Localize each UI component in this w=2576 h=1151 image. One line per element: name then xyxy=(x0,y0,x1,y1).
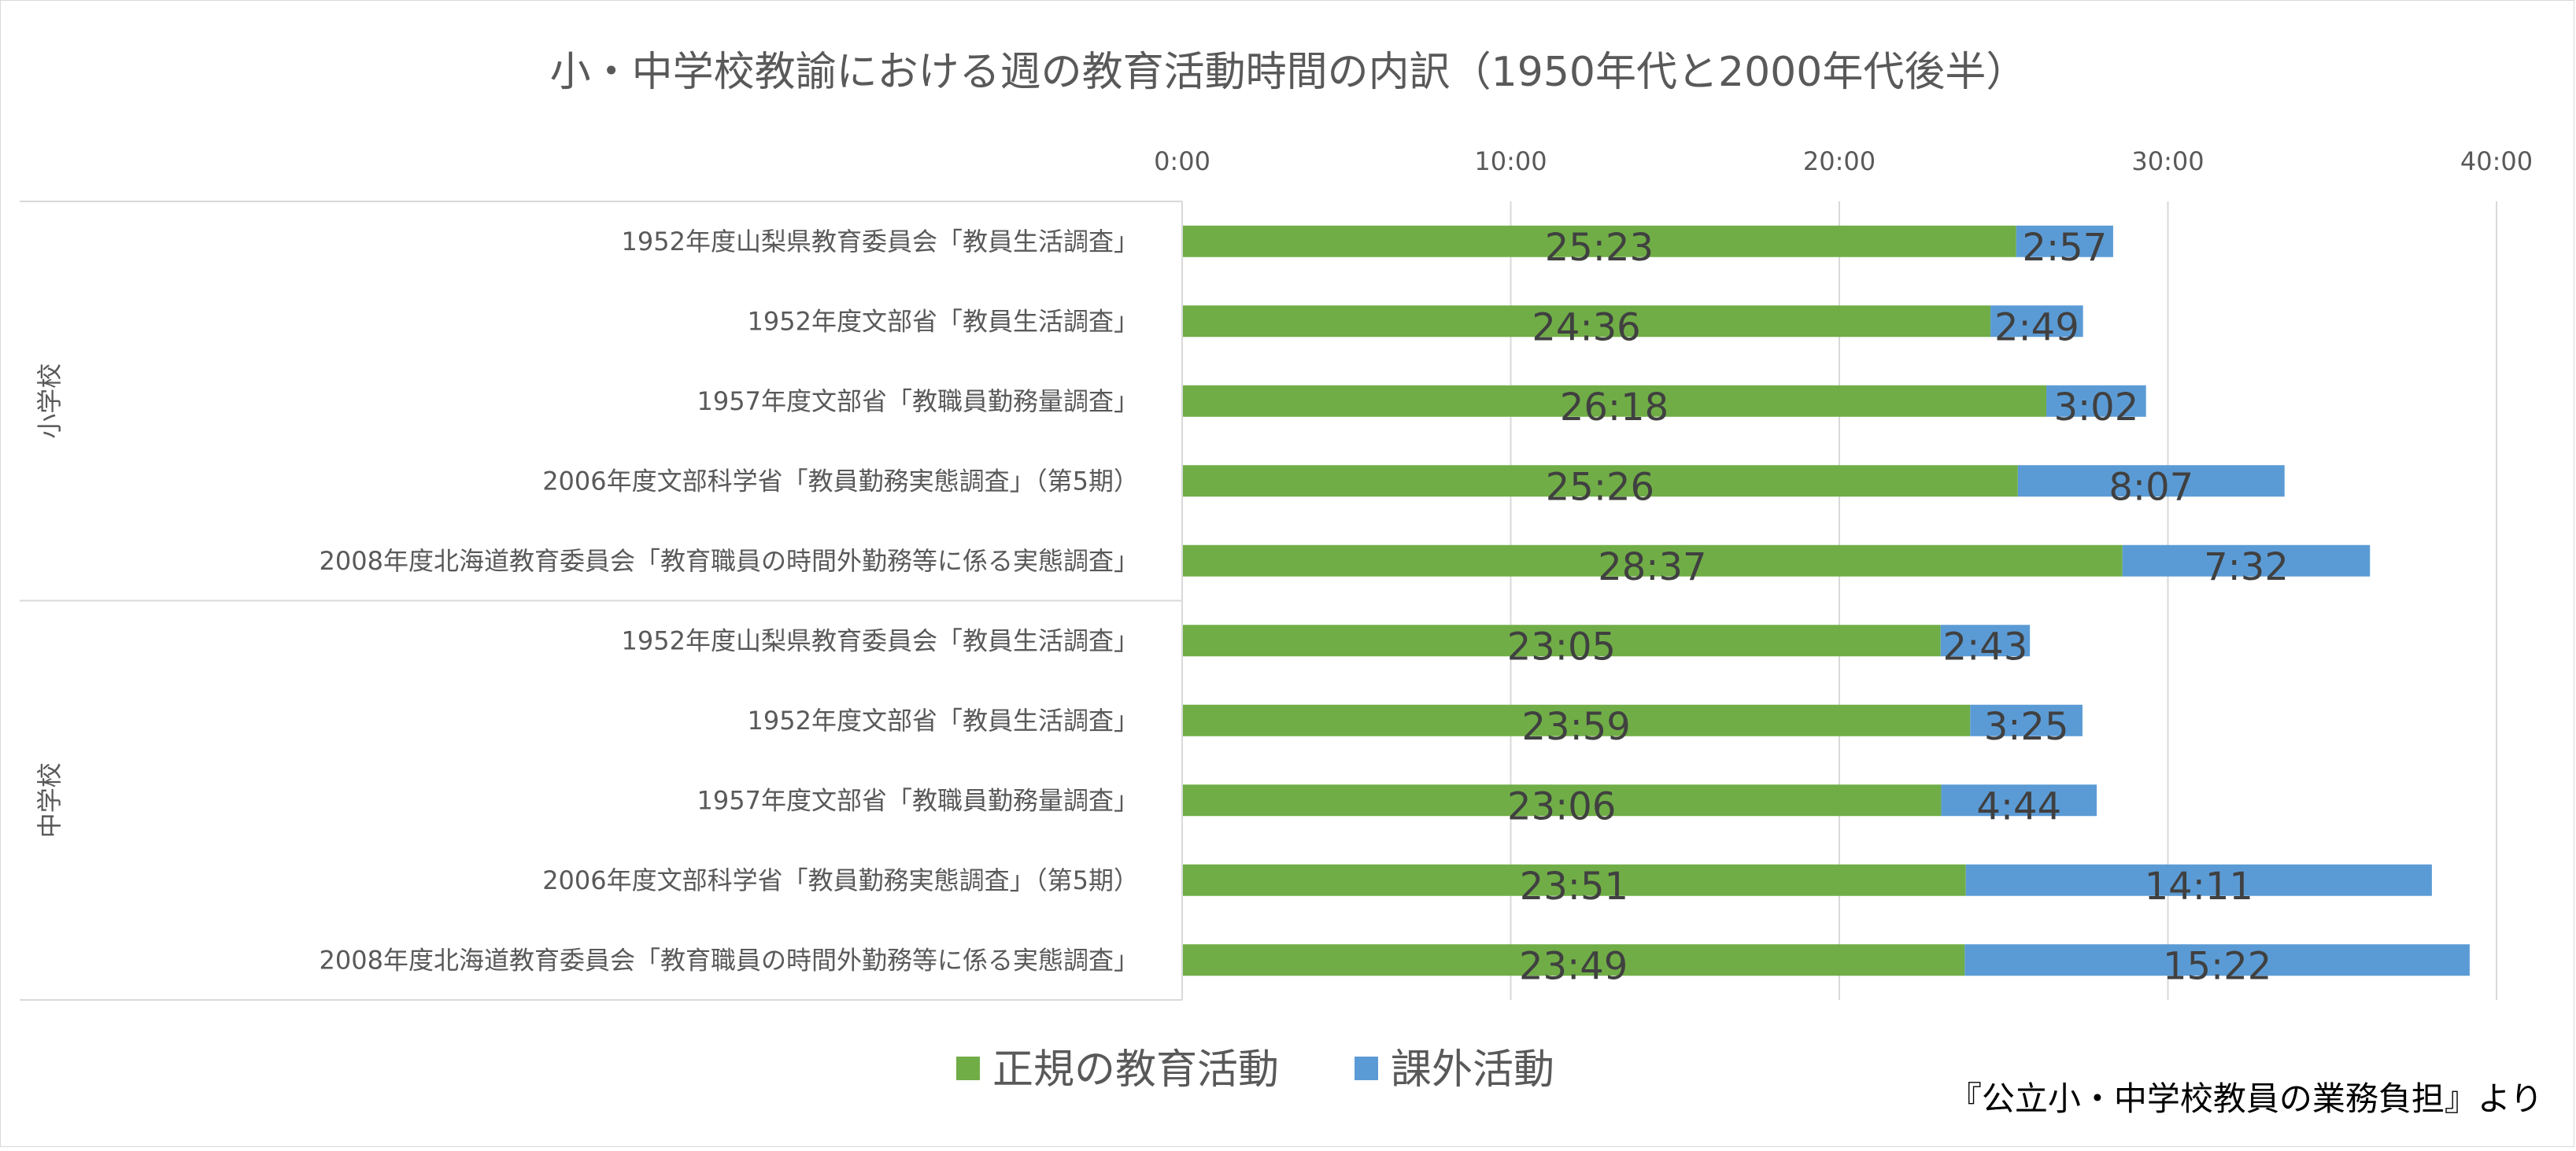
bar-extracurricular xyxy=(2046,385,2146,417)
bar-extracurricular xyxy=(1990,305,2083,338)
data-label: 23:59 xyxy=(1521,705,1630,749)
x-tick-label: 0:00 xyxy=(1154,146,1210,176)
category-label: 1957年度文部省「教職員勤務量調査」 xyxy=(697,386,1139,416)
category-label: 2008年度北海道教育委員会「教育職員の時間外勤務等に係る実態調査」 xyxy=(320,945,1139,975)
bar-extracurricular xyxy=(2122,544,2371,577)
data-label: 4:44 xyxy=(1976,784,2061,828)
group-label: 中学校 xyxy=(35,762,65,838)
data-label: 23:06 xyxy=(1507,784,1616,828)
bar-regular xyxy=(1182,944,1965,976)
bar-regular xyxy=(1182,625,1941,657)
bar-regular xyxy=(1182,225,2016,257)
bar-extracurricular xyxy=(1970,704,2083,736)
x-tick-label: 40:00 xyxy=(2460,146,2533,176)
bar-regular xyxy=(1182,465,2018,497)
category-label: 1952年度山梨県教育委員会「教員生活調査」 xyxy=(622,227,1139,256)
category-label: 1952年度文部省「教員生活調査」 xyxy=(748,706,1139,736)
data-label: 3:02 xyxy=(2053,386,2138,430)
data-label: 15:22 xyxy=(2163,944,2271,988)
legend-swatch-extracurricular xyxy=(1355,1057,1379,1080)
legend-label: 課外活動 xyxy=(1391,1046,1554,1094)
category-label: 1952年度文部省「教員生活調査」 xyxy=(748,306,1139,336)
category-label: 2006年度文部科学省「教員勤務実態調査」（第5期） xyxy=(542,466,1139,496)
bar-regular xyxy=(1182,784,1942,817)
chart-title: 小・中学校教諭における週の教育活動時間の内訳（1950年代と2000年代後半） xyxy=(550,49,2027,96)
x-tick-label: 10:00 xyxy=(1474,146,1547,176)
legend: 正規の教育活動 課外活動 xyxy=(956,1046,1554,1094)
bar-regular xyxy=(1182,704,1971,736)
category-axis: 小学校 1952年度山梨県教育委員会「教員生活調査」 1952年度文部省「教員生活調… xyxy=(20,201,1183,1001)
category-label: 1957年度文部省「教職員勤務量調査」 xyxy=(697,785,1139,815)
bar-regular xyxy=(1182,305,1991,338)
bar-extracurricular xyxy=(2017,465,2285,497)
data-label: 28:37 xyxy=(1598,545,1706,589)
bars: 25:23 2:57 24:36 2:49 26:18 3:02 25:26 8:07 28:3… xyxy=(1182,225,2470,988)
data-label: 23:51 xyxy=(1520,865,1628,909)
x-tick-label: 30:00 xyxy=(2131,146,2204,176)
data-label: 25:26 xyxy=(1546,465,1654,509)
legend-swatch-regular xyxy=(956,1057,980,1080)
data-label: 7:32 xyxy=(2204,545,2289,589)
bar-regular xyxy=(1182,544,2123,577)
category-label: 1952年度山梨県教育委員会「教員生活調査」 xyxy=(622,625,1139,655)
data-label: 2:57 xyxy=(2022,226,2107,270)
data-label: 23:49 xyxy=(1519,944,1628,988)
data-label: 2:49 xyxy=(1994,305,2079,349)
bar-regular xyxy=(1182,864,1966,896)
group-label: 小学校 xyxy=(35,363,65,439)
data-label: 8:07 xyxy=(2108,465,2193,509)
data-label: 26:18 xyxy=(1560,386,1669,430)
source-note: 『公立小・中学校教員の業務負担』より xyxy=(1949,1079,2543,1118)
category-label: 2008年度北海道教育委員会「教育職員の時間外勤務等に係る実態調査」 xyxy=(320,546,1139,576)
x-axis: 0:00 10:00 20:00 30:00 40:00 xyxy=(1154,146,2533,176)
x-tick-label: 20:00 xyxy=(1803,146,1876,176)
data-label: 25:23 xyxy=(1545,226,1654,270)
data-label: 2:43 xyxy=(1943,625,2028,669)
legend-label: 正規の教育活動 xyxy=(992,1046,1279,1094)
bar-extracurricular xyxy=(1964,944,2470,976)
bar-extracurricular xyxy=(1941,784,2097,817)
bar-regular xyxy=(1182,385,2047,417)
bar-extracurricular xyxy=(1940,625,2031,657)
bar-extracurricular xyxy=(1965,864,2432,896)
data-label: 3:25 xyxy=(1984,705,2069,749)
category-label: 2006年度文部科学省「教員勤務実態調査」（第5期） xyxy=(542,865,1139,895)
data-label: 24:36 xyxy=(1532,305,1640,349)
data-label: 23:05 xyxy=(1507,625,1616,669)
data-label: 14:11 xyxy=(2145,865,2253,909)
bar-extracurricular xyxy=(2016,225,2113,257)
